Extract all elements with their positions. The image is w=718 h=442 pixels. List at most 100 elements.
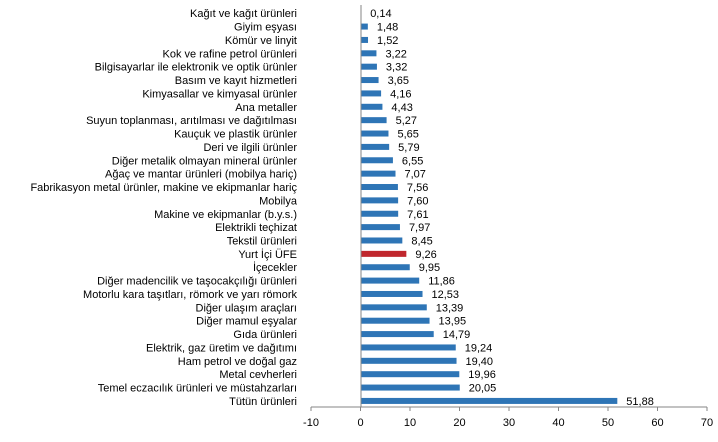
value-label: 13,39 bbox=[436, 302, 464, 314]
value-label: 6,55 bbox=[402, 155, 423, 167]
x-tick-label: 50 bbox=[602, 417, 614, 429]
category-label: Tütün ürünleri bbox=[229, 396, 297, 408]
category-label: Giyim eşyası bbox=[234, 22, 297, 34]
value-label: 19,96 bbox=[468, 369, 496, 381]
bars-layer bbox=[360, 10, 618, 404]
value-label: 11,86 bbox=[428, 276, 455, 288]
category-label: Diğer mamul eşyalar bbox=[196, 316, 297, 328]
category-label: Kömür ve linyit bbox=[225, 35, 297, 47]
bar bbox=[360, 384, 460, 391]
value-label: 3,65 bbox=[388, 75, 409, 87]
value-label: 5,65 bbox=[397, 129, 418, 141]
bar bbox=[360, 210, 399, 217]
x-tick-label: 30 bbox=[503, 417, 515, 429]
value-label: 5,79 bbox=[398, 142, 419, 154]
bar bbox=[360, 63, 377, 70]
category-label: Makine ve ekipmanlar (b.y.s.) bbox=[154, 209, 297, 221]
bar bbox=[360, 130, 389, 137]
category-label: Yurt İçi ÜFE bbox=[238, 248, 297, 261]
x-axis: -10 0 10 20 30 40 50 60 70 bbox=[303, 5, 713, 429]
category-label: Kimyasallar ve kimyasal ürünler bbox=[142, 88, 297, 100]
category-label: Diğer ulaşım araçları bbox=[196, 302, 297, 314]
bar bbox=[360, 317, 430, 324]
bar bbox=[360, 250, 407, 257]
bar bbox=[360, 103, 383, 110]
category-label: Kağıt ve kağıt ürünleri bbox=[190, 8, 297, 20]
value-label: 12,53 bbox=[432, 289, 460, 301]
bar bbox=[360, 170, 396, 177]
x-tick-label: 0 bbox=[357, 417, 363, 429]
category-label: Motorlu kara taşıtları, römork ve yarı r… bbox=[83, 289, 297, 301]
x-tick-label: 10 bbox=[404, 417, 416, 429]
value-label: 4,16 bbox=[390, 88, 411, 100]
bar bbox=[360, 344, 456, 351]
value-label: 0,14 bbox=[370, 8, 391, 20]
category-label: Diğer madencilik ve taşocakçılığı ürünle… bbox=[97, 276, 297, 288]
bar bbox=[360, 197, 399, 204]
bar bbox=[360, 36, 369, 43]
bar bbox=[360, 264, 410, 271]
category-label: Deri ve ilgili ürünler bbox=[203, 142, 297, 154]
category-label: Ana metaller bbox=[235, 102, 297, 114]
bar bbox=[360, 143, 390, 150]
value-label: 7,07 bbox=[405, 169, 426, 181]
category-label: Temel eczacılık ürünleri ve müstahzarlar… bbox=[98, 383, 297, 395]
value-label: 9,95 bbox=[419, 262, 440, 274]
category-label: Elektrikli teçhizat bbox=[215, 222, 297, 234]
value-label: 20,05 bbox=[469, 383, 497, 395]
category-label: Tekstil ürünleri bbox=[227, 235, 297, 247]
x-tick-label: 70 bbox=[701, 417, 713, 429]
category-label: Elektrik, gaz üretim ve dağıtımı bbox=[146, 342, 297, 354]
value-label: 13,95 bbox=[439, 316, 467, 328]
value-label: 7,60 bbox=[407, 195, 428, 207]
category-label: Gıda ürünleri bbox=[233, 329, 297, 341]
bar bbox=[360, 290, 423, 297]
category-labels: Kağıt ve kağıt ürünleri Giyim eşyasıKömür… bbox=[30, 8, 297, 408]
value-label: 14,79 bbox=[443, 329, 471, 341]
bar bbox=[360, 90, 382, 97]
value-label: 51,88 bbox=[626, 396, 654, 408]
bar bbox=[360, 304, 427, 311]
x-tick-label: 60 bbox=[651, 417, 663, 429]
bar bbox=[360, 117, 387, 124]
bar bbox=[360, 397, 618, 404]
x-tick-label: -10 bbox=[303, 417, 319, 429]
value-label: 3,32 bbox=[386, 62, 407, 74]
bar bbox=[360, 184, 398, 191]
category-label: Metal cevherleri bbox=[219, 369, 297, 381]
category-label: Basım ve kayıt hizmetleri bbox=[175, 75, 297, 87]
value-label: 7,97 bbox=[409, 222, 430, 234]
category-label: Kauçuk ve plastik ürünler bbox=[174, 129, 297, 141]
category-label: Ham petrol ve doğal gaz bbox=[178, 356, 297, 368]
value-label: 3,22 bbox=[385, 48, 406, 60]
bar bbox=[360, 224, 400, 231]
category-label: İçecekler bbox=[253, 261, 297, 274]
bar bbox=[360, 23, 368, 30]
value-label: 1,48 bbox=[377, 22, 398, 34]
bar bbox=[360, 357, 457, 364]
bar bbox=[360, 157, 393, 164]
value-label: 7,61 bbox=[407, 209, 428, 221]
value-label: 9,26 bbox=[415, 249, 436, 261]
value-label: 4,43 bbox=[391, 102, 412, 114]
category-label: Bilgisayarlar ile elektronik ve optik ür… bbox=[95, 62, 298, 74]
bar bbox=[360, 331, 434, 338]
category-label: Diğer metalik olmayan mineral ürünler bbox=[112, 155, 298, 167]
category-label: Mobilya bbox=[259, 195, 298, 207]
value-label: 19,24 bbox=[465, 342, 493, 354]
value-label: 1,52 bbox=[377, 35, 398, 47]
value-label: 7,56 bbox=[407, 182, 428, 194]
value-labels: 0,14 1,481,523,22 3,323,654,16 4,435,27 5,65… bbox=[370, 8, 654, 408]
category-label: Kok ve rafine petrol ürünleri bbox=[162, 48, 297, 60]
category-label: Suyun toplanması, arıtılması ve dağıtılm… bbox=[86, 115, 297, 127]
category-label: Ağaç ve mantar ürünleri (mobilya hariç) bbox=[105, 169, 297, 181]
value-label: 19,40 bbox=[466, 356, 494, 368]
x-tick-label: 20 bbox=[453, 417, 465, 429]
bar bbox=[360, 237, 403, 244]
value-label: 5,27 bbox=[396, 115, 417, 127]
x-tick-label: 40 bbox=[552, 417, 564, 429]
bar bbox=[360, 77, 379, 84]
value-label: 8,45 bbox=[411, 235, 432, 247]
